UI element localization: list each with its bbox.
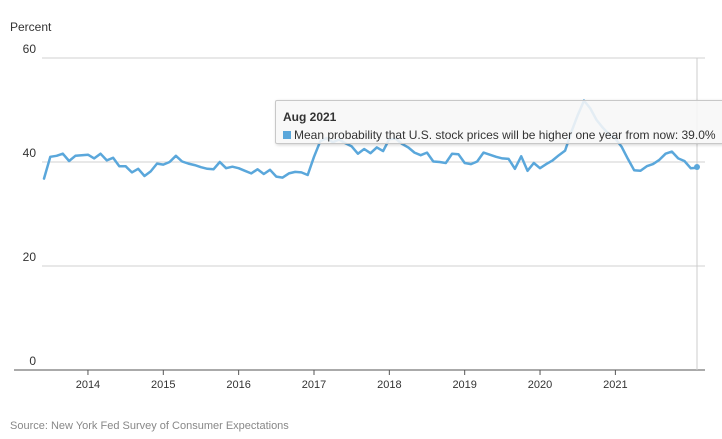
y-tick-label-0: 0 [29, 354, 36, 368]
tooltip-date: Aug 2021 [283, 110, 337, 124]
x-tick-label-2016: 2016 [226, 379, 250, 391]
x-tick-label-2017: 2017 [302, 379, 326, 391]
x-tick-label-2020: 2020 [528, 379, 552, 391]
tooltip: Aug 2021 Mean probability that U.S. stoc… [275, 100, 722, 144]
x-tick-label-2019: 2019 [452, 379, 476, 391]
x-tick-label-2018: 2018 [377, 379, 401, 391]
tooltip-text: Mean probability that U.S. stock prices … [294, 128, 716, 142]
gridlines [42, 57, 705, 267]
source-note: Source: New York Fed Survey of Consumer … [10, 420, 289, 432]
y-tick-label-60: 60 [23, 42, 37, 56]
y-axis-label: Percent [10, 20, 52, 34]
x-axis: 2014 2015 2016 2017 2018 2019 2020 2021 [14, 369, 705, 391]
x-tick-label-2015: 2015 [151, 379, 175, 391]
hover-point-marker [694, 164, 700, 170]
y-axis-ticks: 0 20 40 60 [23, 42, 37, 368]
x-tick-label-2021: 2021 [603, 379, 627, 391]
x-tick-label-2014: 2014 [76, 379, 100, 391]
y-tick-label-20: 20 [23, 250, 37, 264]
y-tick-label-40: 40 [23, 146, 37, 160]
tooltip-series-swatch-icon [283, 131, 291, 139]
